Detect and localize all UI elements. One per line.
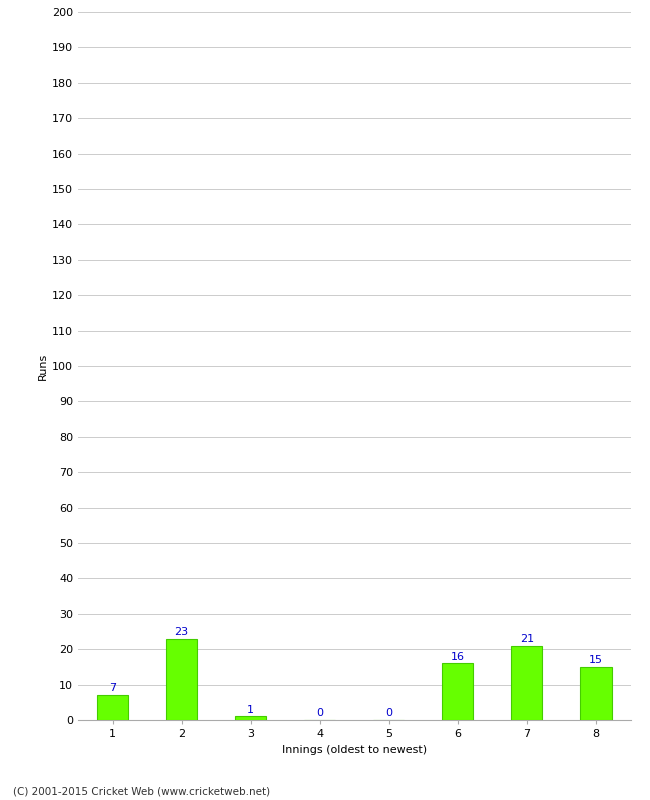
Bar — [97, 695, 128, 720]
Text: 7: 7 — [109, 683, 116, 694]
Bar — [580, 667, 612, 720]
Text: (C) 2001-2015 Cricket Web (www.cricketweb.net): (C) 2001-2015 Cricket Web (www.cricketwe… — [13, 786, 270, 796]
Text: 0: 0 — [385, 708, 393, 718]
X-axis label: Innings (oldest to newest): Innings (oldest to newest) — [281, 745, 427, 754]
Bar — [442, 663, 473, 720]
Text: 1: 1 — [247, 705, 254, 714]
Text: 23: 23 — [175, 627, 188, 637]
Text: 21: 21 — [520, 634, 534, 644]
Text: 16: 16 — [451, 651, 465, 662]
Y-axis label: Runs: Runs — [38, 352, 48, 380]
Bar — [235, 717, 266, 720]
Bar — [166, 638, 197, 720]
Text: 15: 15 — [589, 655, 603, 665]
Bar — [512, 646, 543, 720]
Text: 0: 0 — [316, 708, 323, 718]
